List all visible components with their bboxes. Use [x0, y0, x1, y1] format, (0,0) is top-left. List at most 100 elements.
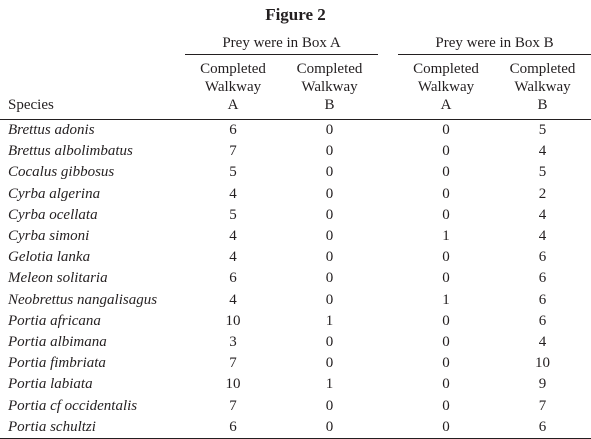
count-cell: 7	[229, 143, 237, 160]
count-cell: 6	[494, 416, 591, 439]
count-cell: 1	[325, 376, 334, 393]
blank	[378, 54, 399, 120]
blank	[378, 311, 398, 332]
blank	[378, 395, 398, 416]
count-cell: 0	[442, 249, 450, 266]
table-row: Portia albimana 3 0 0 4	[0, 332, 591, 353]
species-cell: Brettus adonis	[8, 122, 95, 139]
count-cell: 6	[538, 291, 547, 308]
count-cell: 0	[442, 333, 450, 350]
count-cell: 1	[442, 228, 450, 245]
count-cell: 3	[229, 333, 237, 350]
blank	[378, 205, 398, 226]
table-row: Cyrba simoni 4 0 1 4	[0, 226, 591, 247]
count-cell: 1	[325, 312, 334, 329]
table-row: Neobrettus nangalisagus 4 0 1 6	[0, 290, 591, 311]
table-row: Portia labiata 10 1 0 9	[0, 374, 591, 395]
count-cell: 10	[535, 355, 551, 372]
blank	[378, 353, 398, 374]
column-header: Completed Walkway A	[398, 54, 495, 120]
count-cell: 5	[538, 122, 547, 139]
count-cell: 0	[325, 291, 334, 308]
species-cell: Cyrba simoni	[8, 228, 90, 245]
count-cell: 0	[442, 397, 450, 414]
column-header: Completed Walkway A	[185, 54, 281, 120]
blank	[378, 162, 398, 183]
count-cell: 4	[538, 228, 547, 245]
table-row: Portia africana 10 1 0 6	[0, 311, 591, 332]
blank	[378, 332, 398, 353]
species-cell: Cyrba ocellata	[8, 206, 98, 223]
count-cell: 5	[229, 164, 237, 181]
species-cell: Portia fimbriata	[8, 355, 106, 372]
count-cell: 0	[398, 416, 495, 439]
count-cell: 0	[442, 270, 450, 287]
count-cell: 2	[538, 185, 547, 202]
figure-title: Figure 2	[265, 5, 326, 24]
species-cell: Gelotia lanka	[8, 249, 91, 266]
table-row: Cocalus gibbosus 5 0 0 5	[0, 162, 591, 183]
species-cell: Portia labiata	[8, 376, 93, 393]
table-row: Portia fimbriata 7 0 0 10	[0, 353, 591, 374]
count-cell: 7	[229, 397, 237, 414]
table-row: Meleon solitaria 6 0 0 6	[0, 268, 591, 289]
count-cell: 6	[229, 122, 237, 139]
blank	[378, 416, 399, 439]
blank	[378, 30, 398, 55]
count-cell: 9	[538, 376, 547, 393]
count-cell: 0	[442, 122, 450, 139]
count-cell: 4	[229, 291, 237, 308]
count-cell: 4	[538, 206, 547, 223]
blank	[378, 374, 398, 395]
count-cell: 0	[325, 206, 334, 223]
blank	[378, 141, 398, 162]
count-cell: 0	[442, 206, 450, 223]
count-cell: 0	[325, 397, 334, 414]
count-cell: 0	[325, 333, 334, 350]
count-cell: 0	[325, 249, 334, 266]
blank	[0, 30, 185, 55]
group-header: Prey were in Box B	[398, 30, 591, 55]
count-cell: 0	[325, 355, 334, 372]
species-cell: Cocalus gibbosus	[8, 164, 115, 181]
column-header: Completed Walkway B	[281, 54, 379, 120]
count-cell: 0	[325, 122, 334, 139]
page: Figure 2 Prey were in Box A Prey were in…	[0, 5, 591, 439]
species-cell: Portia africana	[8, 312, 101, 329]
count-cell: 0	[442, 312, 450, 329]
count-cell: 10	[225, 376, 241, 393]
column-header: Species	[0, 54, 185, 120]
column-header: Completed Walkway B	[494, 54, 591, 120]
table-row: Portia schultzi 6 0 0 6	[0, 416, 591, 439]
count-cell: 4	[538, 333, 547, 350]
blank	[378, 268, 398, 289]
species-cell: Portia albimana	[8, 333, 107, 350]
count-cell: 5	[538, 164, 547, 181]
count-cell: 6	[538, 312, 547, 329]
count-cell: 0	[442, 185, 450, 202]
count-cell: 0	[325, 164, 334, 181]
blank	[378, 120, 398, 142]
table-row: Brettus albolimbatus 7 0 0 4	[0, 141, 591, 162]
blank	[378, 226, 398, 247]
count-cell: 0	[442, 355, 450, 372]
species-cell: Cyrba algerina	[8, 185, 101, 202]
count-cell: 6	[229, 270, 237, 287]
blank	[378, 290, 398, 311]
table-body: Brettus adonis 6 0 0 5 Brettus albolimbatus 7 0…	[0, 120, 591, 439]
count-cell: 10	[225, 312, 241, 329]
table-row: Cyrba ocellata 5 0 0 4	[0, 205, 591, 226]
count-cell: 7	[538, 397, 547, 414]
count-cell: 0	[281, 416, 379, 439]
count-cell: 4	[229, 185, 237, 202]
species-cell: Portia cf occidentalis	[8, 397, 138, 414]
table-row: Cyrba algerina 4 0 0 2	[0, 184, 591, 205]
count-cell: 1	[442, 291, 450, 308]
species-cell: Brettus albolimbatus	[8, 143, 133, 160]
count-cell: 0	[325, 228, 334, 245]
count-cell: 4	[229, 249, 237, 266]
count-cell: 5	[229, 206, 237, 223]
species-cell: Neobrettus nangalisagus	[8, 291, 158, 308]
table-row: Gelotia lanka 4 0 0 6	[0, 247, 591, 268]
data-table: Prey were in Box A Prey were in Box B Sp…	[0, 30, 591, 439]
